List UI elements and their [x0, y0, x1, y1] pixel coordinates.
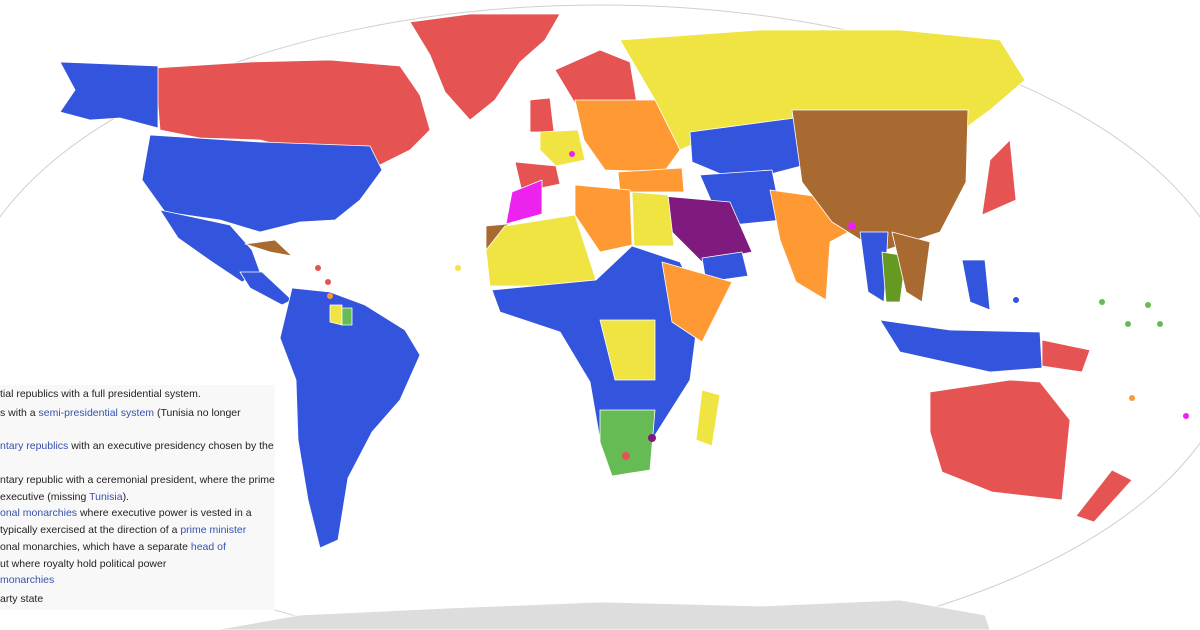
legend-line: arty state [0, 593, 43, 605]
australia [929, 379, 1071, 501]
cape-verde [455, 265, 461, 271]
legend-line: ut where royalty hold political power [0, 558, 166, 570]
legend-line: monarchies [0, 574, 54, 586]
legend-text: with an executive presidency chosen by t… [68, 440, 274, 452]
greenland [409, 13, 561, 121]
central-america [239, 271, 293, 306]
legend-line: s with a semi-presidential system (Tunis… [0, 407, 241, 419]
legend-line: onal monarchies where executive power is… [0, 507, 252, 519]
legend-text: (Tunisia no longer [154, 407, 241, 419]
myanmar [859, 231, 889, 303]
france [539, 129, 586, 167]
legend-text: s with a [0, 407, 39, 419]
tonga [1183, 413, 1189, 419]
indonesia [879, 319, 1043, 373]
legend-line: tial republics with a full presidential … [0, 388, 201, 400]
usa [141, 134, 383, 233]
legend-line: onal monarchies, which have a separate h… [0, 541, 226, 553]
legend-text: arty state [0, 593, 44, 605]
caribbean-island-3 [327, 293, 333, 299]
alaska [59, 61, 159, 129]
legend-text: ). [122, 491, 129, 503]
cuba [244, 239, 293, 257]
guyana [329, 304, 343, 326]
horn-of-africa [661, 261, 733, 343]
vietnam-laos [891, 231, 931, 303]
map-legend: tial republics with a full presidential … [0, 385, 275, 610]
suriname [341, 307, 353, 326]
legend-text: onal monarchies, which have a separate [0, 541, 191, 553]
legend-link[interactable]: semi-presidential system [38, 407, 155, 419]
pacific-island-3 [1125, 321, 1131, 327]
legend-link[interactable]: onal monarchies [0, 507, 78, 519]
south-africa [599, 409, 656, 477]
antarctica [214, 599, 991, 630]
caribbean-island-1 [315, 265, 321, 271]
legend-text: typically exercised at the direction of … [0, 524, 181, 536]
swaziland [648, 434, 656, 442]
turkey [617, 167, 685, 193]
liechtenstein [569, 151, 575, 157]
legend-link[interactable]: ntary republics [0, 440, 69, 452]
legend-line: typically exercised at the direction of … [0, 524, 246, 536]
qatar [717, 227, 723, 233]
papua-new-guinea [1041, 339, 1091, 373]
south-america [279, 287, 421, 549]
legend-line: executive (missing Tunisia). [0, 491, 129, 503]
legend-text: ut where royalty hold political power [0, 558, 167, 570]
pacific-island-4 [1157, 321, 1163, 327]
lesotho [622, 452, 630, 460]
central-africa [491, 245, 701, 441]
legend-text: where executive power is vested in a [77, 507, 252, 519]
legend-text: tial republics with a full presidential … [0, 388, 201, 400]
legend-link[interactable]: monarchies [0, 574, 55, 586]
legend-line: ntary republic with a ceremonial preside… [0, 474, 275, 486]
new-zealand [1075, 469, 1133, 523]
bhutan [848, 222, 856, 230]
egypt [631, 191, 675, 247]
philippines [961, 259, 991, 311]
madagascar [695, 389, 721, 447]
drc [599, 319, 656, 381]
map-outline [0, 4, 1200, 630]
pacific-island-6 [1129, 395, 1135, 401]
legend-text: ntary republic with a ceremonial preside… [0, 474, 275, 486]
caribbean-island-2 [325, 279, 331, 285]
morocco [505, 179, 543, 225]
pacific-island-5 [1013, 297, 1019, 303]
pacific-island-2 [1145, 302, 1151, 308]
japan [981, 139, 1017, 216]
legend-link[interactable]: prime minister [180, 524, 247, 536]
legend-line: ntary republics with an executive presid… [0, 440, 274, 452]
uk [529, 97, 555, 133]
spain [514, 161, 561, 193]
legend-text: executive (missing [0, 491, 90, 503]
legend-link[interactable]: head of [190, 541, 226, 553]
north-africa [574, 184, 633, 253]
legend-link[interactable]: Tunisia [89, 491, 123, 503]
pacific-island-1 [1099, 299, 1105, 305]
